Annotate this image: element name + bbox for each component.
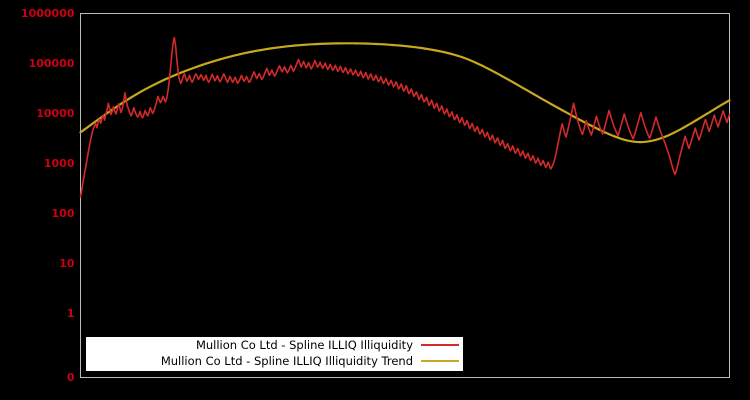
- trend-line-series: [79, 42, 731, 144]
- y-axis-tick-1000000: 1000000: [20, 6, 75, 20]
- legend-label-illiquidity: Mullion Co Ltd - Spline ILLIQ Illiquidit…: [195, 338, 413, 352]
- illiquidity-line-series: [79, 36, 731, 198]
- y-axis-tick-10: 10: [59, 256, 75, 270]
- y-axis-tick-1000: 1000: [43, 156, 75, 170]
- chart-legend: Mullion Co Ltd - Spline ILLIQ Illiquidit…: [86, 337, 463, 371]
- y-axis-tick-100: 100: [51, 206, 75, 220]
- legend-swatch-illiquidity: [421, 344, 459, 346]
- legend-label-trend: Mullion Co Ltd - Spline ILLIQ Illiquidit…: [160, 354, 413, 368]
- legend-entry-trend: Mullion Co Ltd - Spline ILLIQ Illiquidit…: [86, 353, 463, 369]
- y-axis-tick-100000: 100000: [28, 56, 75, 70]
- legend-entry-illiquidity: Mullion Co Ltd - Spline ILLIQ Illiquidit…: [86, 337, 463, 353]
- y-axis-tick-1: 1: [66, 306, 75, 320]
- legend-swatch-trend: [421, 360, 459, 362]
- y-axis-tick-10000: 10000: [36, 106, 75, 120]
- y-axis-tick-0: 0: [66, 370, 75, 384]
